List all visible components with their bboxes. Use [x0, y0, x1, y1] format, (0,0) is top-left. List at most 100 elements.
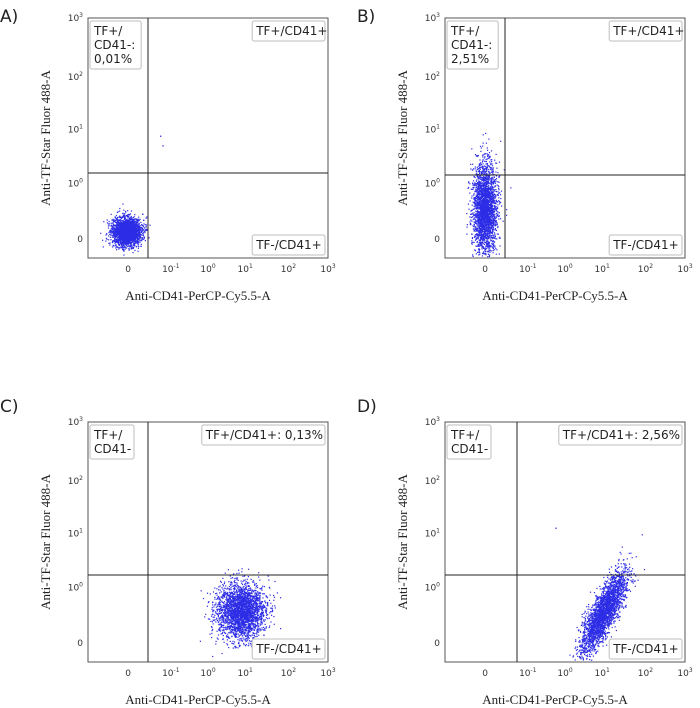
scatter-point [126, 216, 129, 218]
scatter-point [123, 209, 125, 211]
scatter-point [487, 203, 489, 205]
scatter-point [134, 218, 136, 220]
scatter-point [483, 204, 485, 206]
scatter-point [480, 147, 482, 149]
scatter-point [474, 230, 476, 232]
scatter-point [116, 249, 118, 251]
scatter-point [498, 161, 501, 163]
scatter-point [129, 224, 131, 226]
scatter-point [121, 238, 123, 240]
scatter-point [480, 211, 483, 213]
scatter-point [484, 172, 486, 174]
scatter-point [123, 235, 125, 238]
scatter-point [480, 221, 482, 223]
scatter-point [480, 171, 482, 173]
scatter-point [125, 241, 127, 243]
scatter-point [114, 216, 117, 219]
scatter-point [482, 182, 484, 184]
scatter-point [138, 220, 140, 222]
scatter-point [131, 238, 133, 241]
scatter-point [485, 234, 487, 236]
scatter-point [136, 225, 138, 227]
scatter-point [111, 246, 114, 248]
scatter-point [476, 233, 478, 235]
scatter-point [492, 206, 494, 208]
scatter-point [133, 223, 135, 225]
scatter-point [489, 186, 491, 188]
scatter-point [475, 245, 477, 247]
scatter-point [128, 240, 130, 242]
scatter-point [476, 204, 478, 207]
scatter-point [122, 246, 124, 248]
scatter-point [480, 163, 482, 165]
scatter-point [480, 233, 482, 235]
scatter-point [134, 221, 136, 223]
scatter-point [481, 248, 483, 250]
scatter-point [495, 190, 497, 192]
scatter-point [112, 222, 114, 224]
scatter-point [134, 238, 136, 240]
scatter-point [119, 226, 121, 228]
scatter-point [491, 186, 493, 188]
scatter-point [498, 176, 500, 178]
scatter-point [122, 241, 124, 244]
scatter-point [470, 163, 472, 165]
scatter-point [485, 142, 487, 144]
scatter-point [486, 164, 488, 166]
scatter-point [126, 223, 128, 225]
scatter-point [125, 246, 127, 248]
tick-label: 102 [281, 263, 296, 275]
scatter-point [484, 171, 486, 173]
scatter-point [115, 225, 117, 227]
scatter-point [141, 234, 143, 236]
scatter-point [118, 240, 120, 242]
scatter-point [115, 239, 117, 241]
scatter-point [127, 225, 129, 227]
scatter-point [123, 213, 125, 215]
scatter-point [482, 185, 484, 187]
scatter-point [117, 211, 119, 213]
scatter-point [478, 233, 480, 236]
scatter-point [131, 238, 134, 240]
scatter-point [497, 215, 499, 217]
scatter-point [113, 233, 115, 235]
scatter-point [490, 201, 492, 204]
scatter-point [118, 246, 120, 248]
scatter-point [481, 212, 483, 214]
scatter-point [475, 196, 477, 198]
tick-label: 101 [68, 124, 83, 136]
scatter-point [485, 223, 487, 225]
scatter-point [487, 225, 489, 227]
scatter-point [477, 197, 479, 199]
scatter-point [124, 242, 126, 244]
scatter-point [118, 238, 120, 240]
scatter-point [119, 223, 121, 225]
scatter-point [138, 244, 140, 246]
scatter-point [477, 168, 480, 170]
scatter-point [142, 213, 144, 215]
scatter-point [488, 201, 490, 203]
scatter-point [474, 222, 476, 224]
scatter-point [491, 170, 493, 172]
scatter-point [116, 232, 119, 234]
scatter-point [489, 176, 491, 178]
scatter-point [487, 175, 489, 177]
scatter-point [479, 168, 481, 170]
scatter-point [108, 239, 110, 241]
scatter-point [109, 236, 111, 238]
scatter-point [113, 228, 116, 230]
scatter-point [113, 226, 115, 228]
scatter-point [127, 222, 129, 224]
scatter-point [118, 231, 120, 233]
scatter-point [495, 248, 497, 250]
scatter-point [493, 202, 495, 205]
scatter-point [122, 224, 124, 226]
scatter-point [486, 201, 489, 203]
scatter-point [115, 214, 117, 217]
scatter-point [483, 217, 485, 219]
scatter-point [487, 166, 489, 168]
scatter-point [479, 204, 481, 206]
scatter-point [108, 231, 110, 234]
scatter-point [490, 179, 492, 181]
scatter-point [489, 183, 491, 185]
